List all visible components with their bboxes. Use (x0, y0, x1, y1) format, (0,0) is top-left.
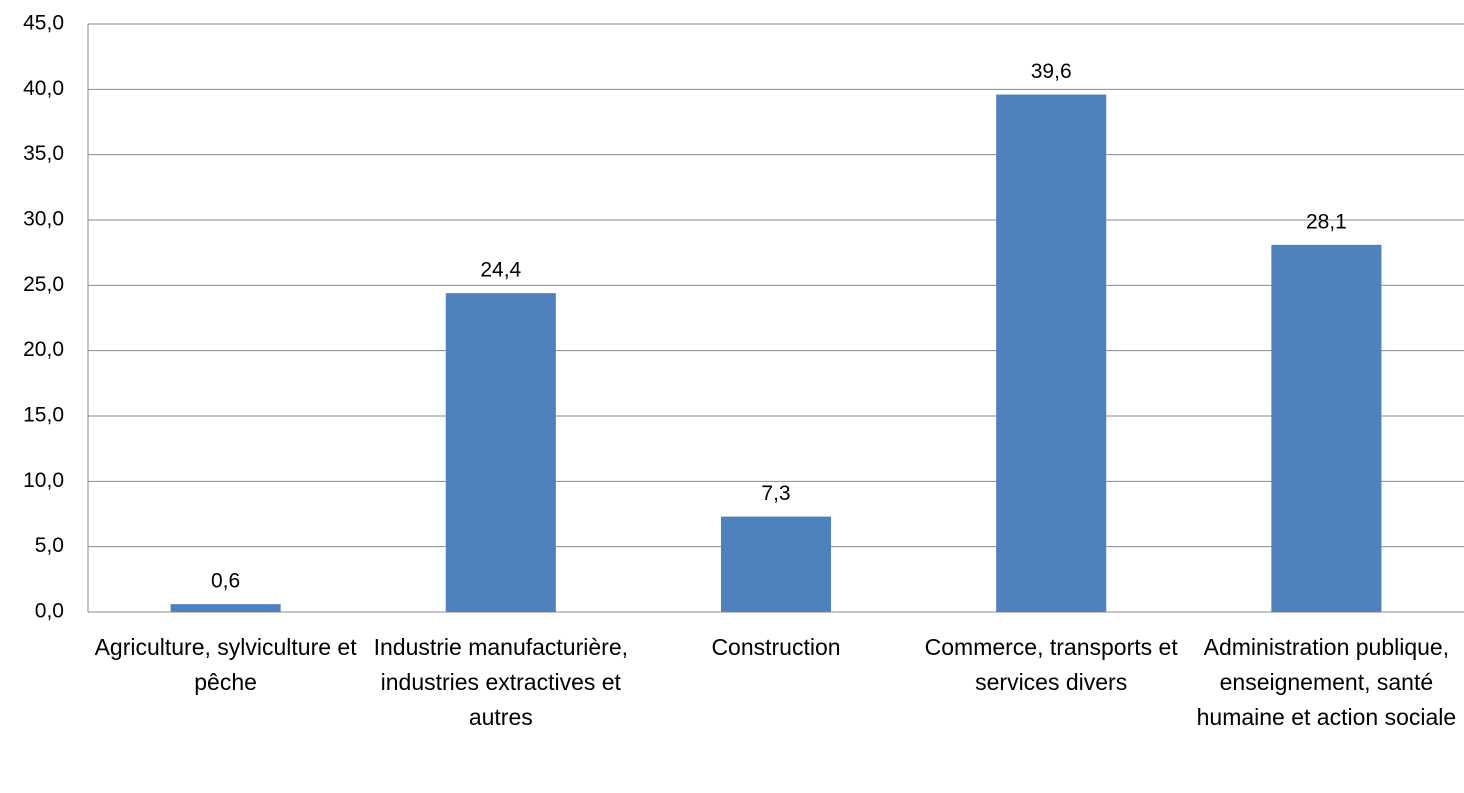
y-tick-label: 25,0 (23, 273, 64, 296)
x-tick-label: Agriculture, sylviculture et pêche (94, 634, 357, 695)
y-tick-label: 35,0 (23, 142, 64, 165)
bar (720, 516, 832, 612)
data-label: 7,3 (761, 482, 790, 505)
bar (170, 604, 281, 612)
x-tick-label: Industrie manufacturière, industries ext… (373, 634, 628, 730)
data-label: 24,4 (480, 259, 521, 282)
y-tick-label: 0,0 (35, 600, 64, 623)
data-label: 39,6 (1031, 60, 1072, 83)
bar (996, 94, 1107, 612)
y-tick-label: 30,0 (23, 208, 64, 231)
x-tick-label: Construction (711, 634, 841, 660)
y-tick-label: 20,0 (23, 338, 64, 361)
y-tick-label: 45,0 (23, 12, 64, 35)
y-tick-label: 10,0 (23, 469, 64, 492)
bar (445, 293, 556, 612)
x-tick-label: Commerce, transports et services divers (924, 634, 1178, 695)
data-label: 0,6 (211, 570, 240, 593)
data-label: 28,1 (1306, 210, 1347, 233)
y-tick-label: 5,0 (35, 534, 64, 557)
y-tick-label: 15,0 (23, 404, 64, 427)
y-tick-label: 40,0 (23, 77, 64, 100)
bar (1271, 244, 1382, 612)
x-tick-label: Administration publique, enseignement, s… (1196, 634, 1457, 730)
